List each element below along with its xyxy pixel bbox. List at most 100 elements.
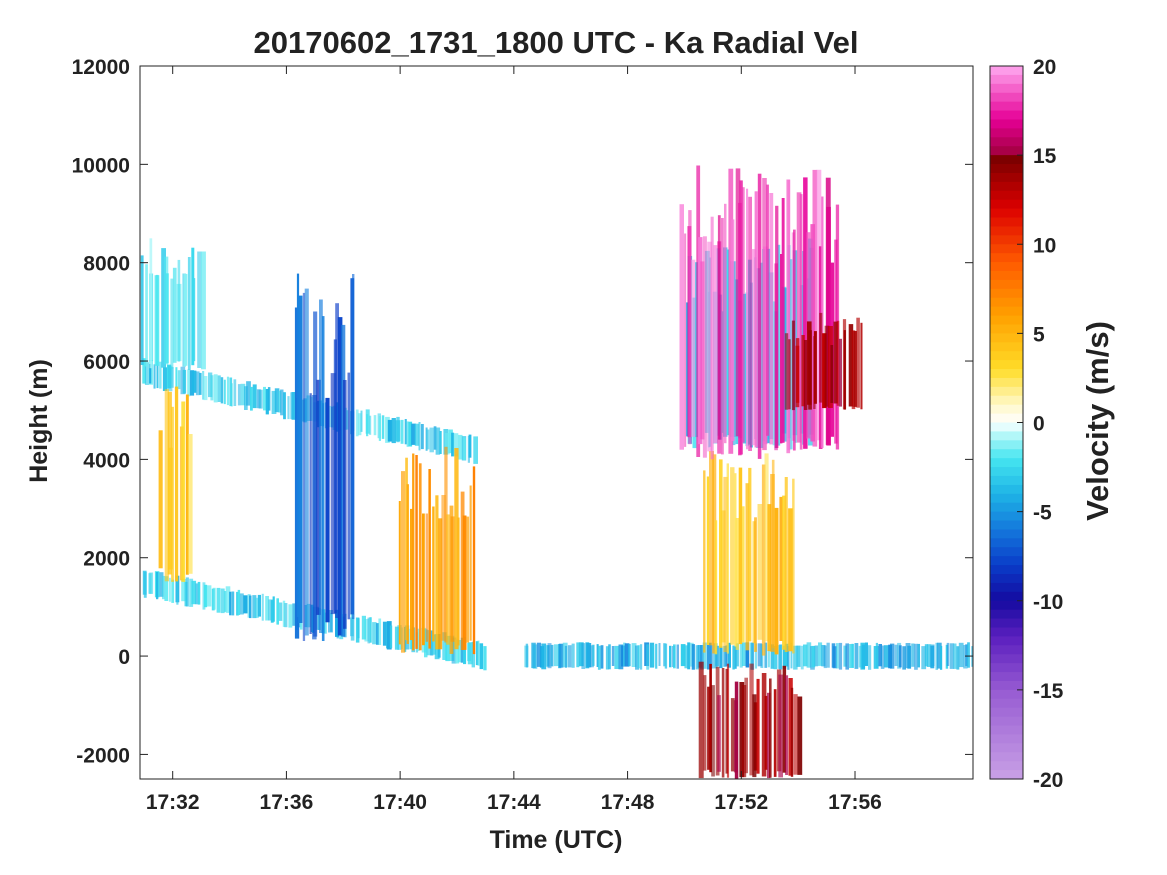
velocity-streak [149, 238, 153, 369]
velocity-streak [387, 419, 393, 442]
velocity-streak [463, 637, 467, 665]
velocity-streak [679, 204, 684, 450]
velocity-streak [376, 623, 379, 645]
velocity-streak [483, 646, 487, 671]
velocity-streak [432, 506, 435, 642]
colorbar-segment [990, 743, 1023, 753]
velocity-streak [790, 642, 793, 669]
velocity-streak [836, 320, 840, 406]
colorbar-segment [990, 672, 1023, 682]
velocity-streak [658, 643, 661, 666]
velocity-streak [749, 663, 754, 776]
velocity-streak [935, 642, 938, 670]
velocity-streak [463, 437, 466, 460]
velocity-streak [361, 615, 366, 640]
velocity-streak [468, 434, 472, 458]
colorbar-segment [990, 565, 1023, 575]
velocity-streak [165, 273, 169, 364]
velocity-streak [274, 388, 280, 413]
velocity-streak [730, 698, 735, 772]
velocity-streak [369, 617, 372, 643]
velocity-streak [734, 473, 737, 647]
colorbar-tick-label: 15 [1033, 145, 1057, 168]
velocity-streak [162, 575, 166, 600]
velocity-streak [278, 390, 282, 413]
velocity-streak [171, 406, 174, 582]
velocity-streak [191, 580, 197, 605]
velocity-streak [195, 371, 200, 396]
velocity-streak [738, 467, 743, 645]
velocity-streak [698, 661, 704, 779]
velocity-streak [777, 244, 781, 446]
velocity-streak [267, 387, 271, 411]
velocity-streak [316, 379, 321, 615]
velocity-streak [618, 644, 624, 670]
colorbar-segment [990, 689, 1023, 700]
colorbar-label: Velocity (m/s) [1080, 321, 1115, 521]
velocity-streak [276, 598, 279, 625]
velocity-streak [746, 188, 749, 450]
velocity-streak [796, 645, 801, 667]
velocity-streak [355, 409, 359, 437]
velocity-streak [578, 642, 584, 667]
velocity-streak [337, 317, 343, 636]
y-tick-label: 2000 [83, 548, 130, 571]
colorbar-segment [990, 92, 1023, 103]
velocity-streak [818, 642, 823, 666]
velocity-streak [170, 278, 174, 369]
velocity-streak [181, 578, 187, 602]
velocity-streak [688, 210, 692, 445]
colorbar-segment [990, 217, 1023, 228]
velocity-streak [309, 393, 312, 634]
colorbar-segment [990, 333, 1023, 343]
velocity-streak [684, 233, 687, 447]
velocity-streak [624, 643, 630, 667]
colorbar-segment [990, 172, 1023, 183]
plot-frame [139, 65, 974, 780]
velocity-streak [252, 595, 257, 619]
colorbar-segment [990, 83, 1023, 94]
colorbar-segment [990, 618, 1023, 629]
velocity-streak [223, 379, 226, 405]
velocity-streak [175, 367, 178, 389]
velocity-streak [714, 520, 718, 655]
colorbar-segment [990, 547, 1023, 557]
colorbar-segment [990, 208, 1023, 219]
velocity-streak [239, 593, 244, 615]
velocity-streak [823, 645, 827, 669]
velocity-streak [142, 358, 147, 384]
velocity-streak [315, 606, 320, 630]
velocity-streak [306, 395, 312, 421]
colorbar-tick-label: -15 [1033, 680, 1064, 703]
velocity-streak [283, 392, 286, 420]
y-tick-label: 12000 [72, 56, 130, 79]
velocity-streak [676, 644, 679, 669]
colorbar-segment [990, 502, 1023, 513]
velocity-streak [237, 384, 241, 406]
velocity-streak [321, 316, 325, 641]
colorbar-segment [990, 74, 1023, 85]
velocity-streak [525, 643, 529, 668]
velocity-streak [754, 191, 758, 448]
velocity-streak [195, 583, 199, 605]
colorbar-segment [990, 164, 1023, 174]
velocity-streak [767, 504, 772, 652]
velocity-streak [742, 187, 745, 443]
velocity-streak [775, 205, 779, 448]
velocity-streak [199, 372, 202, 395]
colorbar-segment [990, 752, 1023, 762]
velocity-streak [586, 643, 592, 668]
velocity-streak [838, 338, 842, 407]
feature-below-ground-artifact [698, 661, 803, 779]
velocity-streak [883, 645, 889, 668]
colorbar-segment [990, 244, 1023, 254]
velocity-streak [816, 169, 822, 441]
velocity-streak [414, 423, 420, 446]
velocity-streak [628, 643, 631, 667]
velocity-streak [826, 642, 830, 668]
velocity-streak [472, 466, 476, 655]
velocity-streak [378, 416, 381, 441]
colorbar-segment [990, 556, 1023, 566]
x-tick-label: 17:44 [487, 791, 541, 814]
velocity-streak [243, 595, 248, 614]
